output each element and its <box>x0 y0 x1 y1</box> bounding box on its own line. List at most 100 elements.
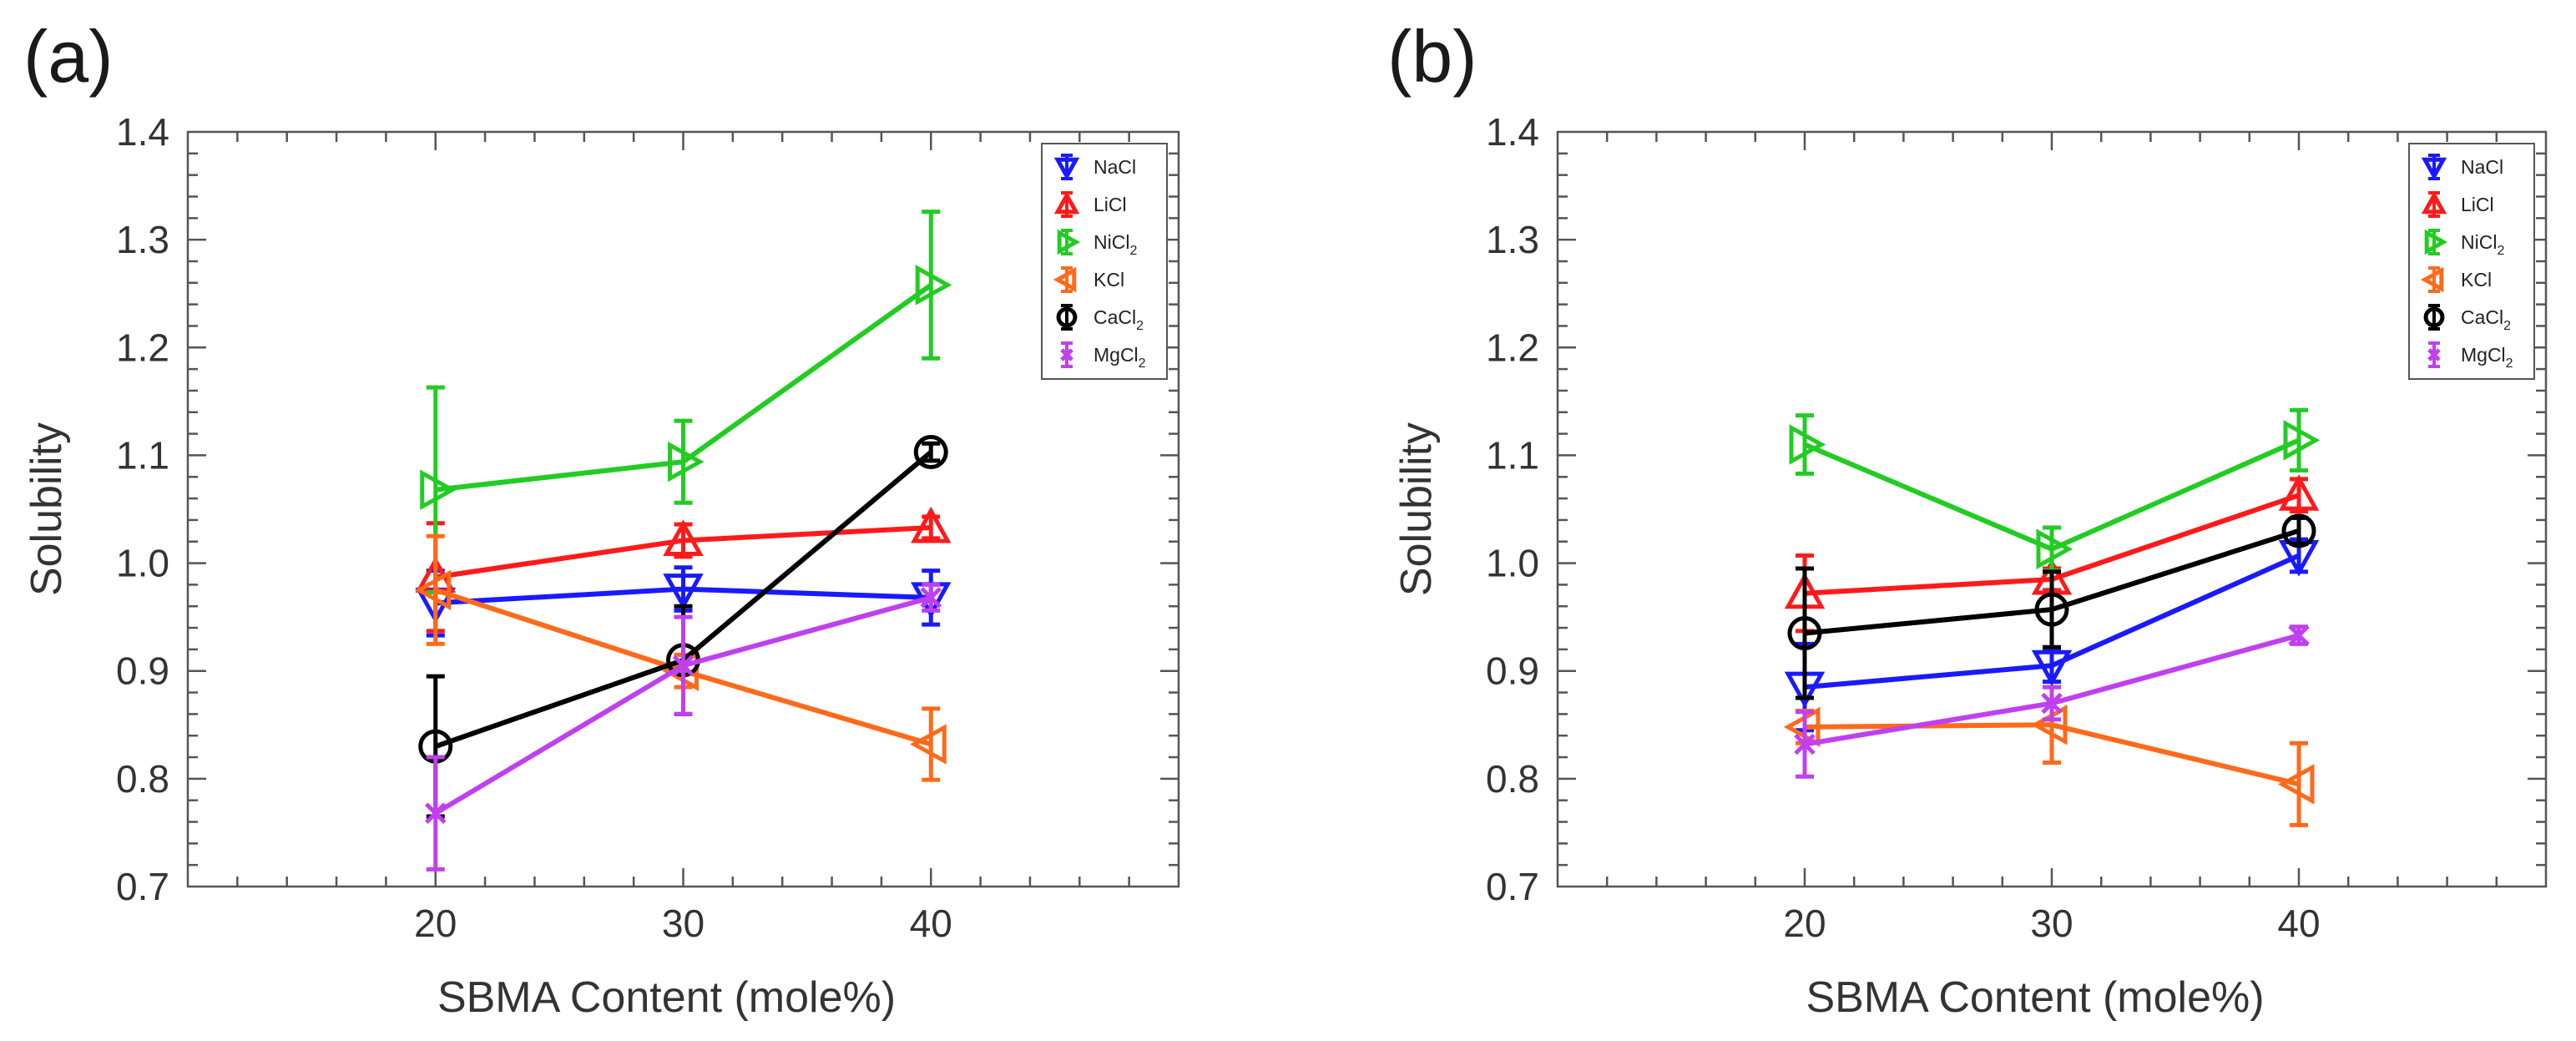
legend-label: CaCl2 <box>1094 306 1144 333</box>
data-point <box>1787 616 1822 651</box>
x-tick-label: 30 <box>662 902 705 945</box>
legend-marker <box>1060 348 1073 361</box>
y-tick-label: 0.8 <box>1486 757 1539 801</box>
data-point <box>414 569 452 611</box>
data-point <box>920 587 942 609</box>
legend-label: NaCl <box>2461 156 2503 178</box>
y-tick-label: 1.3 <box>1486 218 1539 261</box>
data-point <box>2034 592 2069 627</box>
x-tick-label: 20 <box>414 902 457 945</box>
legend-marker <box>2423 306 2445 328</box>
series-mgcl2 <box>424 582 942 872</box>
legend-label-text: MgCl <box>1094 344 1139 366</box>
legend-label-subscript: 2 <box>2497 244 2504 258</box>
x-axis-title: SBMA Content (mole%) <box>1806 973 2264 1022</box>
legend-label-text: CaCl <box>1094 306 1136 328</box>
y-tick-label: 0.7 <box>1486 865 1539 908</box>
legend-label: MgCl2 <box>2461 344 2513 371</box>
series-nicl2 <box>1789 407 2321 574</box>
legend-label: CaCl2 <box>2461 306 2511 333</box>
legend-label-text: LiCl <box>2461 194 2494 215</box>
legend-marker <box>1057 229 1081 255</box>
y-tick-label: 1.0 <box>116 542 169 585</box>
panel-label-a: (a) <box>23 15 114 98</box>
data-point <box>424 802 447 824</box>
y-tick-label: 0.9 <box>116 649 169 693</box>
data-point <box>2277 764 2315 805</box>
data-point <box>911 506 952 543</box>
series-cacl2 <box>1787 513 2316 700</box>
y-tick-label: 1.0 <box>1486 542 1539 585</box>
y-tick-label: 1.1 <box>116 433 169 477</box>
y-axis-title: Solubility <box>1392 422 1441 596</box>
data-point <box>915 265 952 306</box>
legend-label-subscript: 2 <box>1136 319 1144 333</box>
legend-label-text: NaCl <box>1094 156 1136 178</box>
data-point <box>910 724 947 765</box>
legend-label-text: NiCl <box>1094 231 1129 253</box>
legend-marker <box>2420 266 2444 293</box>
legend-marker <box>1053 266 1077 293</box>
legend-marker <box>2424 229 2448 255</box>
plot-frame <box>186 130 1180 888</box>
legend-label: NaCl <box>1094 156 1136 178</box>
legend-label-subscript: 2 <box>1139 356 1146 371</box>
y-tick-label: 1.2 <box>1486 326 1539 369</box>
legend-marker <box>2421 190 2447 215</box>
x-tick-label: 20 <box>1783 902 1826 945</box>
data-point <box>913 435 948 470</box>
y-tick-label: 0.8 <box>116 757 169 801</box>
legend-marker <box>2427 348 2441 361</box>
legend-label-subscript: 2 <box>2506 356 2513 371</box>
data-point <box>2288 624 2310 646</box>
legend-label-text: NaCl <box>2461 156 2503 178</box>
y-tick-label: 0.9 <box>1486 649 1539 693</box>
legend-marker <box>2421 157 2447 181</box>
data-point <box>2041 692 2063 715</box>
legend-label-text: NiCl <box>2461 231 2497 253</box>
y-tick-label: 1.4 <box>116 110 169 154</box>
y-tick-label: 1.2 <box>116 326 169 369</box>
data-point <box>663 519 704 556</box>
data-point <box>1794 733 1816 755</box>
legend-label-text: KCl <box>1094 269 1124 291</box>
legend-label-subscript: 2 <box>2503 319 2511 333</box>
legend-label-subscript: 2 <box>1129 244 1137 258</box>
data-point <box>2278 474 2320 511</box>
chart-panel-b: (b) 20 30 40 0.7 0.8 0.9 1.0 1.1 1.2 1.3 1.4 SBMA C… <box>1387 15 2548 1022</box>
data-point <box>2031 649 2073 687</box>
legend-label-text: LiCl <box>1094 194 1127 215</box>
legend-marker <box>1053 190 1080 215</box>
legend-label: LiCl <box>2461 194 2494 215</box>
legend-marker <box>1053 157 1080 181</box>
x-axis-title: SBMA Content (mole%) <box>437 973 896 1022</box>
legend-label: KCl <box>1094 269 1124 291</box>
legend-label: NiCl2 <box>2461 231 2504 258</box>
data-point <box>668 441 705 483</box>
legend-marker <box>1056 306 1078 328</box>
data-point <box>2281 513 2316 548</box>
x-tick-label: 30 <box>2030 902 2073 945</box>
legend-label-text: CaCl <box>2461 306 2503 328</box>
data-point <box>420 469 457 511</box>
legend-label: NiCl2 <box>1094 231 1137 258</box>
x-tick-label: 40 <box>910 902 952 945</box>
legend-label-text: MgCl <box>2461 344 2506 366</box>
x-tick-label: 40 <box>2277 902 2320 945</box>
data-point <box>2283 420 2321 461</box>
plot-frame <box>1556 130 2548 888</box>
y-tick-label: 1.1 <box>1486 433 1539 477</box>
panel-label-b: (b) <box>1387 15 1477 98</box>
legend-label: KCl <box>2461 269 2492 291</box>
y-tick-label: 0.7 <box>116 865 169 908</box>
y-tick-label: 1.3 <box>116 218 169 261</box>
data-point <box>2036 528 2073 570</box>
data-point <box>663 574 704 610</box>
legend-label-text: KCl <box>2461 269 2492 291</box>
y-axis-title: Solubility <box>23 422 71 596</box>
chart-panel-a: (a) 20 30 40 0.7 0.8 0.9 1.0 1.1 1.2 1.3 1.4 SBMA C… <box>23 15 1180 1022</box>
legend-label: LiCl <box>1094 194 1127 215</box>
series-mgcl2 <box>1794 624 2310 779</box>
